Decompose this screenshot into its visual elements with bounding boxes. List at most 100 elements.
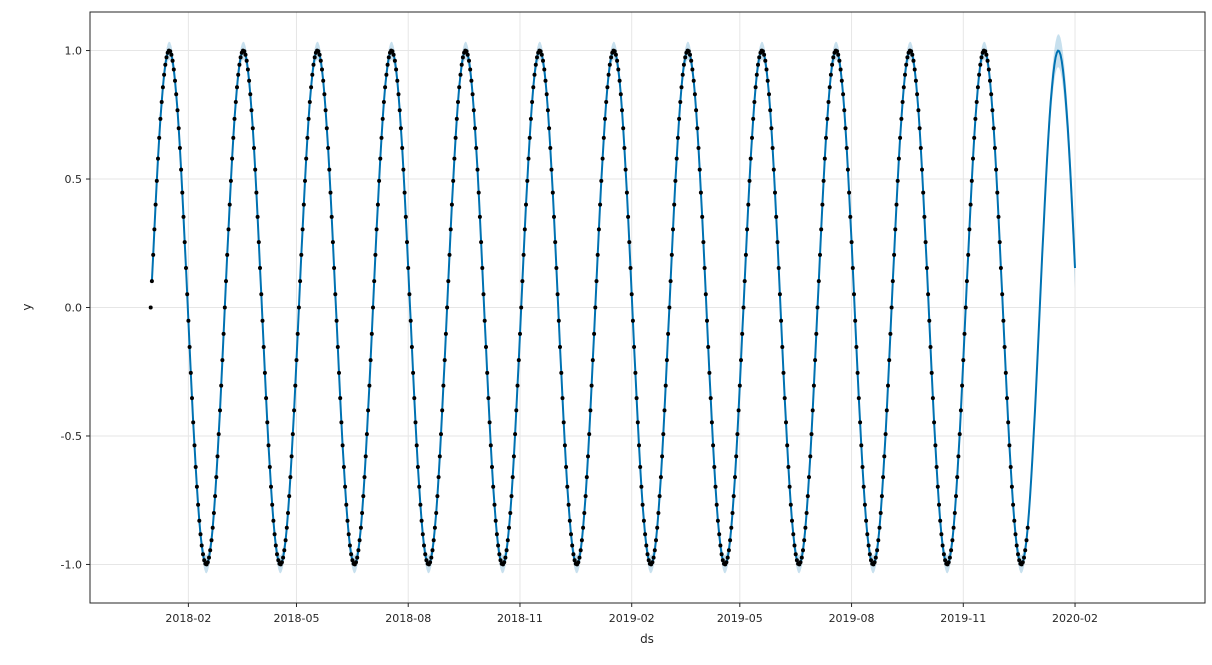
observed-point [312, 55, 317, 60]
observed-point [624, 190, 629, 195]
observed-point [777, 292, 782, 297]
observed-point [282, 548, 287, 553]
observed-point [956, 454, 961, 459]
observed-point [452, 156, 457, 161]
observed-point [214, 475, 219, 480]
observed-point [397, 108, 402, 113]
observed-point [872, 560, 877, 565]
observed-point [378, 156, 383, 161]
observed-point [835, 49, 839, 54]
observed-point [151, 252, 156, 257]
observed-point [430, 548, 435, 553]
observed-point [453, 135, 458, 140]
observed-point [860, 465, 865, 469]
observed-point [952, 511, 957, 515]
observed-point [193, 465, 198, 469]
observed-point [718, 543, 723, 548]
observed-point [901, 85, 906, 90]
observed-point [637, 443, 641, 448]
observed-point [696, 146, 701, 150]
observed-point [210, 525, 215, 530]
observed-point [328, 190, 333, 195]
observed-point [447, 252, 452, 257]
observed-point [266, 443, 271, 448]
observed-point [864, 518, 869, 523]
observed-point [385, 62, 390, 67]
observed-point [527, 135, 532, 140]
observed-point [185, 292, 190, 297]
observed-point [898, 135, 903, 140]
observed-point [955, 475, 960, 480]
observed-point [228, 178, 233, 183]
observed-point [260, 318, 265, 323]
observed-point [780, 345, 785, 349]
observed-point [519, 305, 524, 310]
observed-point [957, 432, 962, 437]
observed-point [740, 331, 745, 336]
observed-point [661, 432, 666, 437]
observed-point [162, 72, 167, 77]
observed-point [822, 156, 827, 161]
observed-point [767, 92, 771, 97]
observed-point [284, 525, 289, 530]
observed-point [460, 55, 465, 60]
observed-point [605, 85, 610, 90]
observed-point [592, 331, 597, 336]
observed-point [949, 548, 954, 553]
observed-point [1022, 555, 1026, 560]
observed-point [418, 502, 423, 507]
observed-point [470, 92, 475, 97]
observed-point [364, 432, 369, 437]
observed-point [270, 502, 275, 507]
observed-point [310, 72, 315, 77]
observed-point [215, 454, 220, 459]
observed-point [428, 560, 433, 565]
observed-point [912, 67, 917, 72]
observed-point [737, 383, 742, 388]
observed-point [249, 108, 254, 113]
observed-point [962, 331, 967, 336]
observed-point [491, 484, 496, 489]
observed-point [678, 100, 683, 104]
observed-point [415, 465, 420, 469]
observed-point [515, 383, 520, 388]
observed-point [409, 345, 414, 349]
observed-point [964, 279, 969, 284]
observed-point [558, 345, 562, 349]
observed-point [679, 85, 684, 90]
observed-point [672, 202, 677, 207]
observed-point [606, 72, 611, 77]
observed-point [434, 511, 439, 515]
observed-point [157, 135, 162, 140]
x-tick-label: 2019-02 [609, 612, 655, 625]
observed-point [548, 146, 553, 150]
observed-point [588, 408, 593, 413]
observed-point [237, 62, 242, 67]
observed-point [786, 465, 791, 469]
observed-point [181, 214, 186, 219]
observed-point [816, 279, 821, 284]
observed-point [657, 494, 662, 499]
observed-point [525, 178, 530, 183]
observed-point [422, 543, 426, 548]
x-tick-label: 2018-08 [385, 612, 431, 625]
observed-point [992, 146, 997, 150]
observed-point [198, 532, 203, 537]
observed-point [788, 502, 793, 507]
observed-point [392, 58, 397, 63]
observed-point [407, 292, 412, 297]
observed-point [842, 108, 847, 113]
observed-point [613, 52, 618, 57]
observed-point [547, 126, 552, 131]
observed-point [221, 331, 226, 336]
y-tick-label: -1.0 [61, 558, 82, 571]
observed-point [1009, 484, 1014, 489]
observed-point [852, 292, 856, 297]
observed-point [929, 370, 934, 375]
observed-point [645, 552, 650, 557]
observed-point [190, 396, 194, 401]
observed-point [262, 370, 267, 375]
observed-point [913, 78, 918, 83]
observed-point [709, 420, 714, 425]
